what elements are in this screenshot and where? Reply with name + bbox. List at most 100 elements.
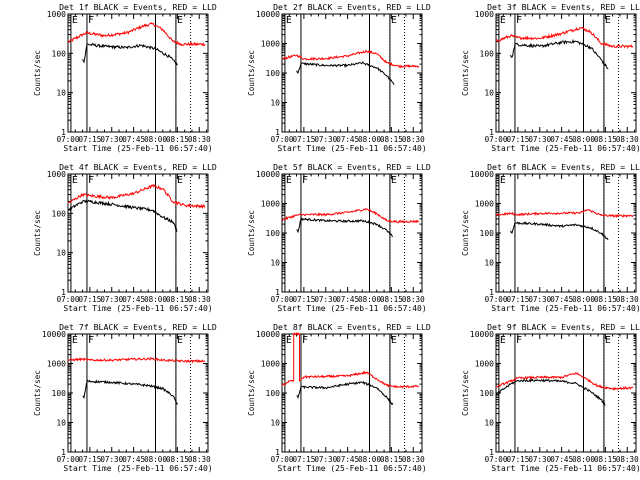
plot-frame	[67, 173, 209, 293]
y-tick-label: 100	[480, 389, 495, 398]
event-marker-label: F	[516, 15, 522, 26]
x-axis-title: Start Time (25-Feb-11 06:57:40)	[277, 304, 426, 313]
x-tick-label: 07:15	[78, 295, 101, 304]
y-tick-label: 10000	[470, 330, 494, 339]
x-tick-label: 08:00	[144, 135, 167, 144]
y-axis-title: Counts/sec	[461, 50, 470, 96]
events-series-line	[67, 199, 178, 232]
y-tick-label: 10000	[470, 170, 494, 179]
event-marker-label: F	[88, 335, 94, 346]
lld-series-line	[495, 372, 634, 391]
events-series-line	[510, 221, 609, 240]
event-marker-label: E	[177, 15, 183, 26]
y-tick-label: 100	[480, 49, 495, 58]
y-tick-label: 100	[52, 209, 67, 218]
lld-series-line	[495, 26, 634, 50]
x-tick-label: 08:15	[380, 295, 403, 304]
event-marker-label: E	[605, 175, 611, 186]
plot-frame	[495, 173, 637, 293]
y-tick-label: 100	[52, 389, 67, 398]
event-marker-label: E	[72, 15, 78, 26]
y-tick-label: 1	[489, 288, 494, 297]
y-tick-label: 100	[266, 229, 281, 238]
lld-series-line	[495, 209, 634, 219]
y-tick-label: 1000	[475, 360, 494, 369]
x-tick-label: 07:30	[528, 295, 551, 304]
events-series-line	[296, 61, 395, 86]
events-series-line	[82, 379, 178, 405]
x-tick-label: 08:00	[572, 135, 595, 144]
x-tick-label: 07:45	[550, 295, 573, 304]
x-tick-label: 07:00	[271, 295, 294, 304]
panel-title: Det 2f BLACK = Events, RED = LLD	[273, 2, 431, 12]
plot-frame	[67, 13, 209, 133]
y-tick-label: 10	[484, 89, 494, 98]
lld-series-line	[281, 49, 420, 69]
x-tick-label: 08:00	[358, 135, 381, 144]
x-tick-label: 08:15	[166, 295, 189, 304]
plot-frame	[281, 173, 423, 293]
x-tick-label: 08:30	[402, 295, 425, 304]
x-tick-label: 07:00	[271, 135, 294, 144]
x-axis-title: Start Time (25-Feb-11 06:57:40)	[491, 464, 640, 473]
y-tick-label: 1000	[47, 170, 66, 179]
event-marker-label: F	[516, 335, 522, 346]
x-tick-label: 07:15	[292, 295, 315, 304]
panel-title: Det 8f BLACK = Events, RED = LLD	[273, 322, 431, 332]
x-tick-label: 07:30	[528, 135, 551, 144]
event-marker-label: E	[177, 175, 183, 186]
y-axis-title: Counts/sec	[247, 210, 256, 256]
detector-panel-3: Det 3f BLACK = Events, RED = LLD 1 10 100 10…	[461, 2, 640, 153]
plot-frame	[495, 13, 637, 133]
detector-panel-7: Det 7f BLACK = Events, RED = LLD 1 10 100 10…	[33, 322, 217, 473]
y-tick-label: 1000	[47, 360, 66, 369]
y-axis-title: Counts/sec	[33, 50, 42, 96]
y-tick-label: 10	[270, 99, 280, 108]
x-tick-label: 07:30	[314, 135, 337, 144]
y-tick-label: 1000	[261, 200, 280, 209]
x-tick-label: 07:30	[100, 455, 123, 464]
x-tick-label: 07:00	[485, 135, 508, 144]
panel-title: Det 3f BLACK = Events, RED = LLD	[487, 2, 640, 12]
y-tick-label: 100	[266, 389, 281, 398]
x-tick-label: 08:15	[166, 135, 189, 144]
x-tick-label: 07:15	[506, 455, 529, 464]
event-marker-label: E	[286, 175, 292, 186]
y-tick-label: 100	[52, 49, 67, 58]
panel-title: Det 5f BLACK = Events, RED = LLD	[273, 162, 431, 172]
y-axis-title: Counts/sec	[33, 370, 42, 416]
y-tick-label: 10000	[256, 170, 280, 179]
x-tick-label: 07:00	[485, 455, 508, 464]
event-marker-label: E	[391, 175, 397, 186]
x-tick-label: 07:15	[292, 455, 315, 464]
y-tick-label: 10	[56, 419, 66, 428]
y-tick-label: 100	[480, 229, 495, 238]
y-tick-label: 10000	[42, 330, 66, 339]
x-tick-label: 08:30	[188, 455, 211, 464]
x-tick-label: 08:15	[594, 135, 617, 144]
y-tick-label: 1000	[261, 40, 280, 49]
x-tick-label: 08:15	[166, 455, 189, 464]
y-tick-label: 10	[484, 419, 494, 428]
y-tick-label: 10000	[256, 10, 280, 19]
x-axis-title: Start Time (25-Feb-11 06:57:40)	[63, 304, 212, 313]
x-tick-label: 08:15	[380, 135, 403, 144]
event-marker-label: E	[391, 335, 397, 346]
y-tick-label: 1	[61, 448, 66, 457]
y-tick-label: 10000	[256, 330, 280, 339]
y-tick-label: 10	[270, 259, 280, 268]
lld-series-line	[281, 207, 420, 224]
events-series-line	[296, 217, 394, 238]
x-tick-label: 07:45	[336, 135, 359, 144]
y-tick-label: 1	[489, 128, 494, 137]
x-tick-label: 07:45	[550, 455, 573, 464]
panel-title: Det 4f BLACK = Events, RED = LLD	[59, 162, 217, 172]
x-tick-label: 07:30	[314, 455, 337, 464]
x-tick-label: 08:15	[594, 455, 617, 464]
events-series-line	[495, 378, 606, 406]
lld-series-line	[67, 183, 206, 210]
y-axis-title: Counts/sec	[461, 370, 470, 416]
y-tick-label: 10	[56, 89, 66, 98]
plot-frame	[67, 333, 209, 453]
plot-frame	[281, 333, 423, 453]
